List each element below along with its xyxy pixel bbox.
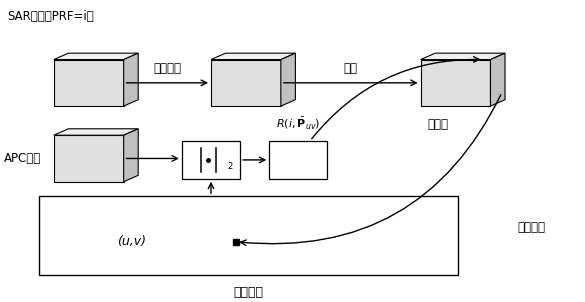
Polygon shape bbox=[490, 53, 505, 106]
Polygon shape bbox=[54, 59, 123, 106]
Bar bbox=[39, 196, 459, 275]
Bar bbox=[182, 141, 240, 179]
Text: (u,v): (u,v) bbox=[117, 235, 146, 248]
Polygon shape bbox=[54, 135, 123, 182]
Text: APC轨迹: APC轨迹 bbox=[4, 152, 42, 165]
Polygon shape bbox=[421, 59, 490, 106]
Polygon shape bbox=[281, 53, 295, 106]
Polygon shape bbox=[54, 53, 138, 59]
Text: $R(i,\bar{\mathbf{P}}_{uv})$: $R(i,\bar{\mathbf{P}}_{uv})$ bbox=[276, 115, 321, 131]
Text: 重采样: 重采样 bbox=[428, 118, 449, 131]
Polygon shape bbox=[421, 53, 505, 59]
Polygon shape bbox=[211, 59, 281, 106]
Text: 图像空间: 图像空间 bbox=[234, 286, 264, 300]
Polygon shape bbox=[54, 129, 138, 135]
Text: 插値: 插値 bbox=[344, 62, 357, 75]
Polygon shape bbox=[211, 53, 295, 59]
Text: 2: 2 bbox=[228, 162, 233, 171]
Text: 相干累加: 相干累加 bbox=[517, 221, 545, 234]
Text: SAR回波（PRF=i）: SAR回波（PRF=i） bbox=[7, 10, 94, 23]
Text: 距离压缩: 距离压缩 bbox=[153, 62, 181, 75]
Polygon shape bbox=[123, 53, 138, 106]
Bar bbox=[269, 141, 328, 179]
Polygon shape bbox=[123, 129, 138, 182]
